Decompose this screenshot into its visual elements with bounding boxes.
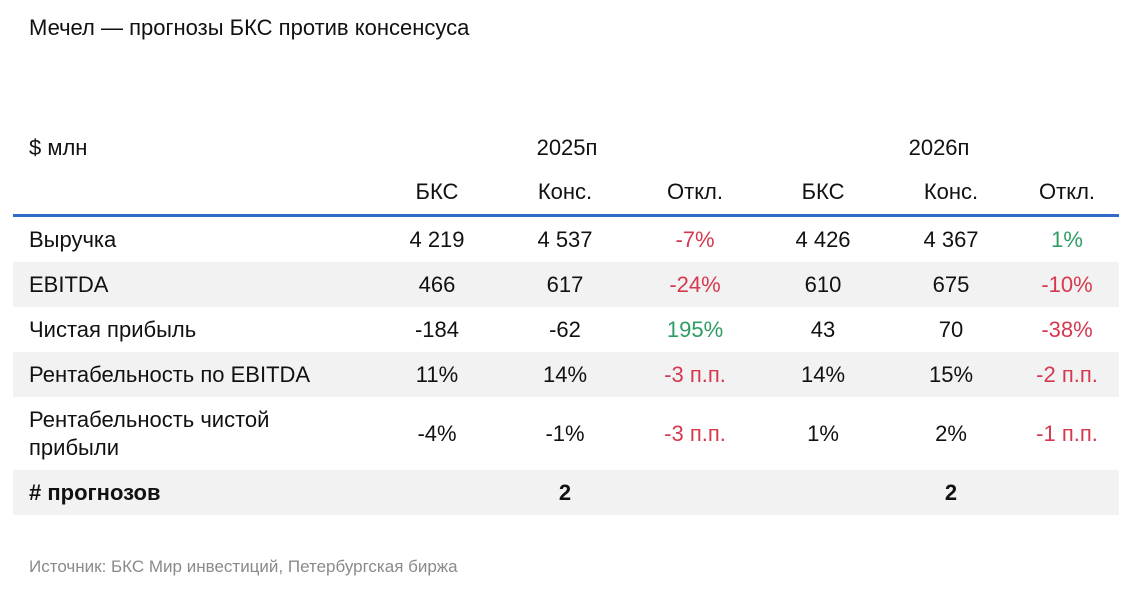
empty-cell — [631, 470, 760, 515]
value-cell: 14% — [499, 352, 631, 397]
value-cell: 466 — [375, 262, 499, 307]
value-cell: 15% — [887, 352, 1016, 397]
empty-cell — [1015, 470, 1120, 515]
value-cell: 70 — [938, 316, 964, 342]
col-header-bcs-2026: БКС — [759, 170, 888, 217]
col-header-dev-2026: Откл. — [1015, 170, 1120, 217]
table-row-ebitda-margin: Рентабельность по EBITDA 11% 14% -3 п.п.… — [13, 352, 1120, 397]
empty-cell — [759, 470, 888, 515]
value-cell: 610 — [759, 262, 888, 307]
value-cell: 1% — [807, 420, 839, 446]
value-cell: 14% — [759, 352, 888, 397]
header-row-columns: БКС Конс. Откл. БКС Конс. Откл. — [13, 170, 1120, 217]
row-label: Рентабельность чистой прибыли — [13, 397, 375, 470]
deviation-cell: -7% — [675, 226, 715, 252]
table-row-net-margin: Рентабельность чистой прибыли -4% -1% -3… — [13, 397, 1119, 470]
deviation-cell: -2 п.п. — [1015, 352, 1120, 397]
value-cell: 4 367 — [923, 226, 979, 252]
year-header-2025: 2025п — [536, 135, 598, 160]
header-row-years: $ млн 2025п 2026п — [13, 126, 1119, 170]
value-cell: -62 — [549, 316, 581, 342]
deviation-cell: 195% — [666, 316, 724, 342]
col-header-cons-2026: Конс. — [887, 170, 1016, 217]
deviation-cell: -3 п.п. — [664, 420, 726, 446]
col-header-bcs-2025: БКС — [375, 170, 499, 217]
table-row-forecast-count: # прогнозов 2 2 — [13, 470, 1120, 515]
empty-cell — [375, 470, 499, 515]
value-cell: 617 — [499, 262, 631, 307]
value-cell: -184 — [414, 316, 460, 342]
value-cell: 4 537 — [537, 226, 593, 252]
value-cell: 11% — [375, 352, 499, 397]
row-label: Рентабельность по EBITDA — [13, 352, 375, 397]
deviation-cell: 1% — [1051, 226, 1083, 252]
deviation-cell: -38% — [1041, 316, 1093, 342]
value-cell: -4% — [417, 420, 457, 446]
unit-label: $ млн — [29, 135, 88, 160]
page-title: Мечел — прогнозы БКС против консенсуса — [29, 15, 470, 40]
row-label-line-2: прибыли — [29, 434, 119, 460]
value-cell: 4 426 — [795, 226, 851, 252]
value-cell: 4 219 — [409, 226, 465, 252]
row-label: # прогнозов — [13, 470, 375, 515]
value-cell: 2 — [887, 470, 1016, 515]
deviation-cell: -1 п.п. — [1036, 420, 1098, 446]
row-label: Выручка — [29, 226, 117, 252]
value-cell: -1% — [545, 420, 585, 446]
row-label: Чистая прибыль — [29, 316, 197, 342]
source-note: Источник: БКС Мир инвестиций, Петербургс… — [29, 557, 458, 576]
year-header-2026: 2026п — [908, 135, 970, 160]
row-label: EBITDA — [13, 262, 375, 307]
row-label-line-1: Рентабельность чистой — [29, 406, 270, 432]
forecast-table: $ млн 2025п 2026п БКС Конс. Откл. БКС Ко… — [13, 126, 1120, 515]
deviation-cell: -10% — [1015, 262, 1120, 307]
value-cell: 2% — [935, 420, 967, 446]
deviation-cell: -24% — [631, 262, 760, 307]
table-row-ebitda: EBITDA 466 617 -24% 610 675 -10% — [13, 262, 1120, 307]
col-header-cons-2025: Конс. — [499, 170, 631, 217]
value-cell: 2 — [499, 470, 631, 515]
deviation-cell: -3 п.п. — [631, 352, 760, 397]
value-cell: 675 — [887, 262, 1016, 307]
table-row-net-income: Чистая прибыль -184 -62 195% 43 70 -38% — [13, 307, 1119, 352]
col-header-dev-2025: Откл. — [631, 170, 760, 217]
empty-header-cell — [13, 170, 375, 217]
table-row-revenue: Выручка 4 219 4 537 -7% 4 426 4 367 1% — [13, 216, 1119, 263]
value-cell: 43 — [810, 316, 836, 342]
